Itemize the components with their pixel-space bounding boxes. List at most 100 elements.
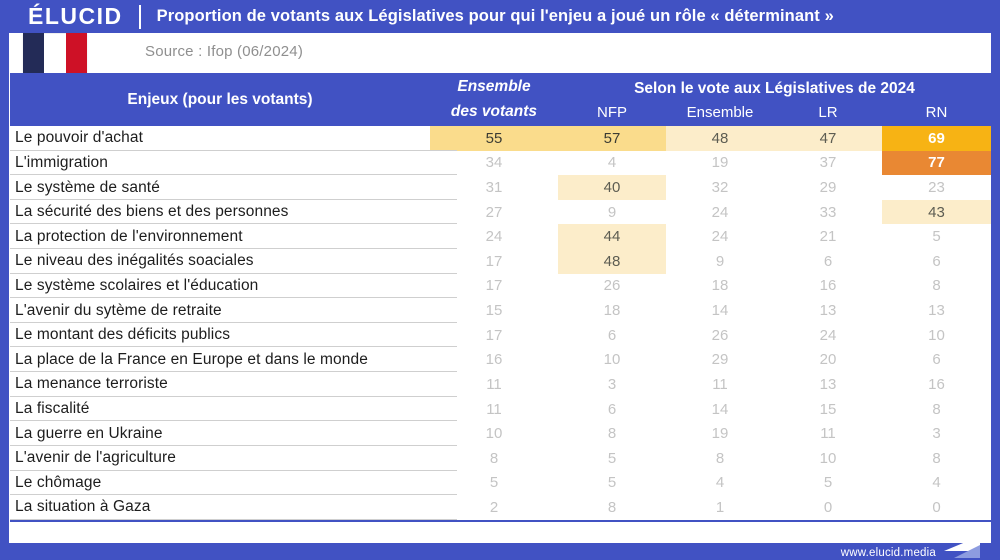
value-cell: 9 <box>607 203 617 221</box>
value-cell: 34 <box>485 154 503 172</box>
value-cell: 16 <box>819 277 837 295</box>
value-cell: 10 <box>819 449 837 467</box>
value-cell: 16 <box>485 351 503 369</box>
website-url: www.elucid.media <box>840 547 936 559</box>
column-header-rn: RN <box>925 103 948 121</box>
value-cell: 69 <box>882 126 991 151</box>
value-cell: 5 <box>932 228 941 246</box>
value-cell: 55 <box>430 126 558 151</box>
value-cell: 11 <box>486 400 502 418</box>
value-cell: 43 <box>882 199 991 225</box>
title-divider <box>138 4 141 29</box>
france-flag-icon <box>23 33 87 84</box>
value-cell: 10 <box>485 425 503 443</box>
value-cell: 8 <box>607 425 617 443</box>
value-cell: 17 <box>485 326 503 344</box>
value-cell: 8 <box>489 449 499 467</box>
value-cell: 6 <box>932 351 941 369</box>
value-cell: 8 <box>932 400 941 418</box>
column-header-nfp: NFP <box>597 103 627 121</box>
value-cell: 33 <box>819 203 837 221</box>
value-cell: 48 <box>558 249 666 274</box>
data-table: Enjeux (pour les votants) Ensemble des v… <box>10 73 991 522</box>
table-row: L'immigration 34 4 19 37 77 <box>10 150 991 176</box>
content-panel: Source : Ifop (06/2024) Enjeux (pour les… <box>9 33 991 544</box>
issue-label: Le système scolaires et l'éducation <box>15 276 259 294</box>
value-cell: 17 <box>485 252 503 270</box>
column-header-lr: LR <box>818 103 838 121</box>
party-headers: NFP Ensemble LR RN <box>558 98 991 123</box>
value-cell: 31 <box>485 179 503 197</box>
value-cell: 11 <box>820 425 836 443</box>
flag-stripe-blue <box>23 33 45 84</box>
value-cell: 77 <box>882 150 991 176</box>
table-row: La guerre en Ukraine 10 8 19 11 3 <box>10 421 991 446</box>
value-cell: 23 <box>928 179 945 197</box>
issue-label: Le système de santé <box>15 178 160 196</box>
table-header: Enjeux (pour les votants) Ensemble des v… <box>10 73 991 126</box>
value-cell: 8 <box>932 277 941 295</box>
value-cell: 0 <box>823 498 833 516</box>
value-cell: 37 <box>819 154 837 172</box>
value-cell: 29 <box>711 351 729 369</box>
table-row: La menance terroriste 11 3 11 13 16 <box>10 372 991 397</box>
value-cell: 15 <box>485 302 503 320</box>
value-cell: 13 <box>819 302 837 320</box>
table-row: Le montant des déficits publics 17 6 26 24 10 <box>10 323 991 348</box>
issue-label: L'avenir de l'agriculture <box>15 449 176 467</box>
issue-label: Le chômage <box>15 473 102 491</box>
issue-label: Le pouvoir d'achat <box>15 129 143 147</box>
table-row: La fiscalité 11 6 14 15 8 <box>10 397 991 422</box>
top-bar: ÉLUCID Proportion de votants aux Législa… <box>0 0 1000 33</box>
value-cell: 24 <box>711 228 729 246</box>
value-cell: 20 <box>819 351 837 369</box>
value-cell: 18 <box>711 277 729 295</box>
value-cell: 21 <box>819 228 837 246</box>
value-cell: 9 <box>715 252 725 270</box>
issue-label: La menance terroriste <box>15 375 168 393</box>
value-cell: 6 <box>823 252 833 270</box>
table-row: Le pouvoir d'achat 55 57 48 47 69 <box>10 126 991 151</box>
value-cell: 10 <box>603 351 621 369</box>
value-cell: 2 <box>489 498 499 516</box>
issue-label: La place de la France en Europe et dans … <box>15 350 368 368</box>
value-cell: 4 <box>715 474 725 492</box>
value-cell: 26 <box>711 326 729 344</box>
value-cell: 10 <box>928 326 945 344</box>
value-cell: 47 <box>774 126 882 151</box>
bottom-bar <box>0 543 1000 560</box>
table-row: La sécurité des biens et des personnes 27… <box>10 199 991 225</box>
group-header-label: Selon le vote aux Législatives de 2024 <box>634 79 915 97</box>
value-cell: 13 <box>819 375 837 393</box>
issue-label: La fiscalité <box>15 400 90 417</box>
value-cell: 14 <box>711 302 729 320</box>
value-cell: 44 <box>558 224 666 250</box>
value-cell: 5 <box>607 449 617 467</box>
value-cell: 6 <box>607 326 617 344</box>
value-cell: 11 <box>486 375 502 393</box>
elucid-logo: ÉLUCID <box>28 3 123 29</box>
issue-label: L'avenir du sytème de retraite <box>15 301 222 319</box>
value-cell: 14 <box>711 400 729 418</box>
value-cell: 40 <box>558 175 666 200</box>
column-header-issues: Enjeux (pour les votants) <box>127 90 313 108</box>
flag-stripe-red <box>65 33 87 84</box>
value-cell: 8 <box>715 449 725 467</box>
value-cell: 5 <box>489 474 499 492</box>
table-row: La protection de l'environnement 24 44 24 21… <box>10 224 991 250</box>
value-cell: 24 <box>819 326 837 344</box>
value-cell: 16 <box>928 375 945 393</box>
page-title: Proportion de votants aux Législatives p… <box>156 7 834 25</box>
issue-label: L'immigration <box>15 153 108 171</box>
value-cell: 24 <box>711 203 729 221</box>
value-cell: 26 <box>603 277 621 295</box>
table-row: La situation à Gaza 2 8 1 0 0 <box>10 495 991 520</box>
value-cell: 32 <box>711 179 729 197</box>
table-row: La place de la France en Europe et dans … <box>10 347 991 372</box>
issue-label: Le niveau des inégalités soaciales <box>15 252 254 270</box>
column-header-ensemble-votants: Ensemble des votants <box>430 73 558 126</box>
value-cell: 17 <box>485 277 503 295</box>
value-cell: 8 <box>932 449 941 467</box>
column-header-ensemble: Ensemble <box>686 103 754 121</box>
